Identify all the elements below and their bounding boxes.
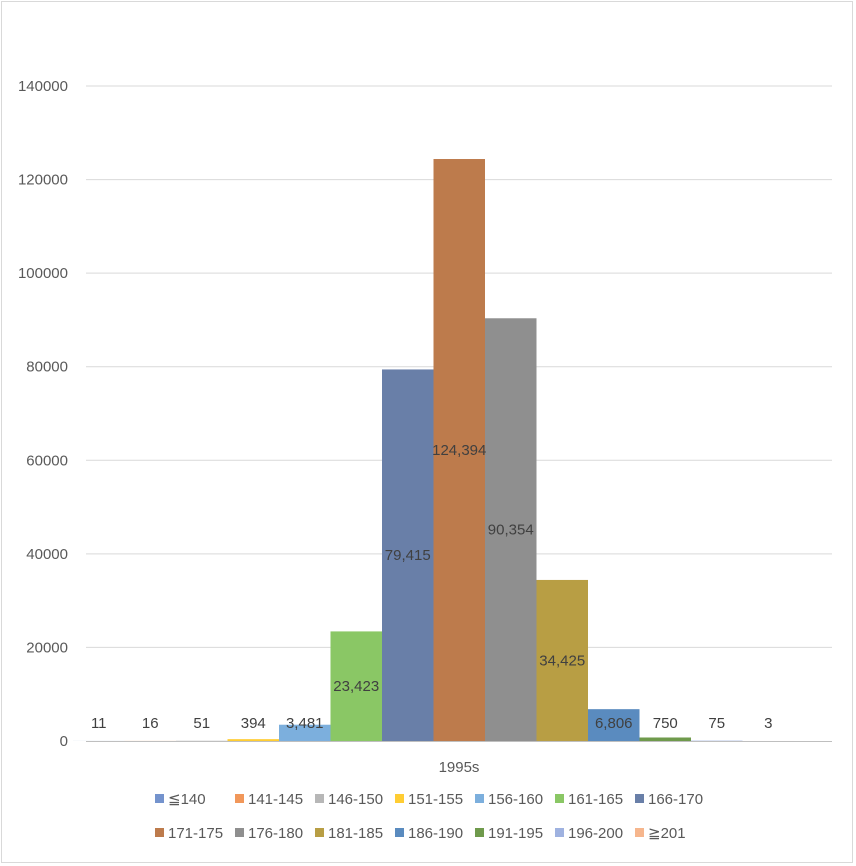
data-label: 75: [708, 715, 725, 732]
data-label: 11: [91, 715, 107, 732]
legend-label: 161-165: [568, 791, 623, 808]
legend-label: 191-195: [488, 825, 543, 842]
legend-swatch: [555, 794, 564, 803]
bar: [382, 369, 434, 741]
y-tick-label: 140000: [18, 78, 68, 95]
data-label: 23,423: [333, 678, 379, 695]
legend-swatch: [555, 828, 564, 837]
legend-label: 196-200: [568, 825, 623, 842]
legend-swatch: [155, 828, 164, 837]
legend-swatch: [315, 828, 324, 837]
bar: [639, 737, 691, 741]
legend-label: 156-160: [488, 791, 543, 808]
legend-swatch: [395, 794, 404, 803]
legend-label: 166-170: [648, 791, 703, 808]
bar: [279, 724, 331, 741]
data-label: 90,354: [488, 522, 534, 539]
data-label: 3: [764, 715, 772, 732]
bar: [227, 739, 279, 741]
legend-label: 181-185: [328, 825, 383, 842]
y-tick-label: 60000: [26, 452, 68, 469]
y-tick-label: 20000: [26, 639, 68, 656]
data-label: 124,394: [432, 442, 486, 459]
bar: [433, 159, 485, 741]
data-label: 51: [193, 715, 210, 732]
data-label: 34,425: [539, 652, 585, 669]
legend-label: ≦140: [168, 791, 206, 808]
y-tick-label: 0: [60, 733, 68, 750]
y-tick-label: 40000: [26, 546, 68, 563]
legend-label: 146-150: [328, 791, 383, 808]
legend-label: 171-175: [168, 825, 223, 842]
legend-label: 176-180: [248, 825, 303, 842]
data-label: 79,415: [385, 547, 431, 564]
legend-label: 141-145: [248, 791, 303, 808]
data-label: 6,806: [595, 715, 633, 732]
legend-swatch: [475, 828, 484, 837]
y-tick-label: 80000: [26, 359, 68, 376]
legend-swatch: [635, 794, 644, 803]
data-label: 3,481: [286, 715, 324, 732]
x-category-label: 1995s: [439, 759, 480, 776]
bar: [588, 709, 640, 741]
data-label: 394: [241, 715, 266, 732]
legend-swatch: [235, 828, 244, 837]
bar: [485, 318, 537, 741]
bar: [330, 631, 382, 741]
legend-label: 151-155: [408, 791, 463, 808]
legend-swatch: [315, 794, 324, 803]
bar: [536, 579, 588, 741]
legend-swatch: [155, 794, 164, 803]
data-label: 16: [142, 715, 159, 732]
data-label: 750: [653, 715, 678, 732]
y-tick-label: 120000: [18, 172, 68, 189]
legend-swatch: [475, 794, 484, 803]
legend-swatch: [235, 794, 244, 803]
legend-swatch: [635, 828, 644, 837]
legend-label: ≧201: [648, 825, 686, 842]
legend-swatch: [395, 828, 404, 837]
y-tick-label: 100000: [18, 265, 68, 282]
legend-label: 186-190: [408, 825, 463, 842]
